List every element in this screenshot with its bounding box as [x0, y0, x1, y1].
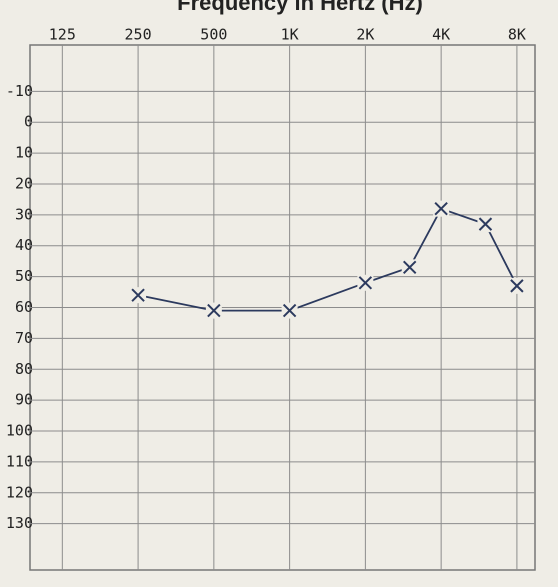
y-tick-label: 100	[6, 422, 33, 440]
data-point	[434, 201, 448, 216]
data-point	[131, 288, 145, 302]
data-point	[282, 303, 297, 318]
x-tick-label: 2K	[356, 26, 374, 44]
y-tick-label: 50	[15, 267, 33, 285]
y-tick-label: 20	[15, 174, 33, 192]
x-tick-label: 250	[125, 26, 152, 44]
chart-title: Frequency in Hertz (Hz)	[177, 0, 423, 15]
y-tick-label: 130	[6, 514, 33, 532]
x-tick-label: 8K	[508, 26, 526, 44]
y-tick-label: 30	[15, 205, 33, 223]
y-tick-label: 70	[15, 329, 33, 347]
data-point	[207, 303, 221, 318]
y-tick-label: 10	[15, 144, 33, 162]
x-tick-label: 500	[200, 26, 227, 44]
x-tick-label: 1K	[281, 26, 299, 44]
data-point	[358, 276, 373, 290]
data-point	[402, 260, 417, 275]
y-tick-label: -10	[6, 82, 33, 100]
x-tick-label: 4K	[432, 26, 450, 44]
y-tick-label: 120	[6, 483, 33, 501]
y-tick-label: 110	[6, 452, 33, 470]
y-tick-label: 80	[15, 360, 33, 378]
y-tick-label: 40	[15, 236, 33, 254]
data-point	[510, 279, 524, 293]
y-tick-label: 0	[24, 113, 33, 131]
x-tick-label: 125	[49, 26, 76, 44]
y-tick-label: 90	[15, 391, 33, 409]
y-tick-label: 60	[15, 298, 33, 316]
data-point	[478, 217, 493, 231]
